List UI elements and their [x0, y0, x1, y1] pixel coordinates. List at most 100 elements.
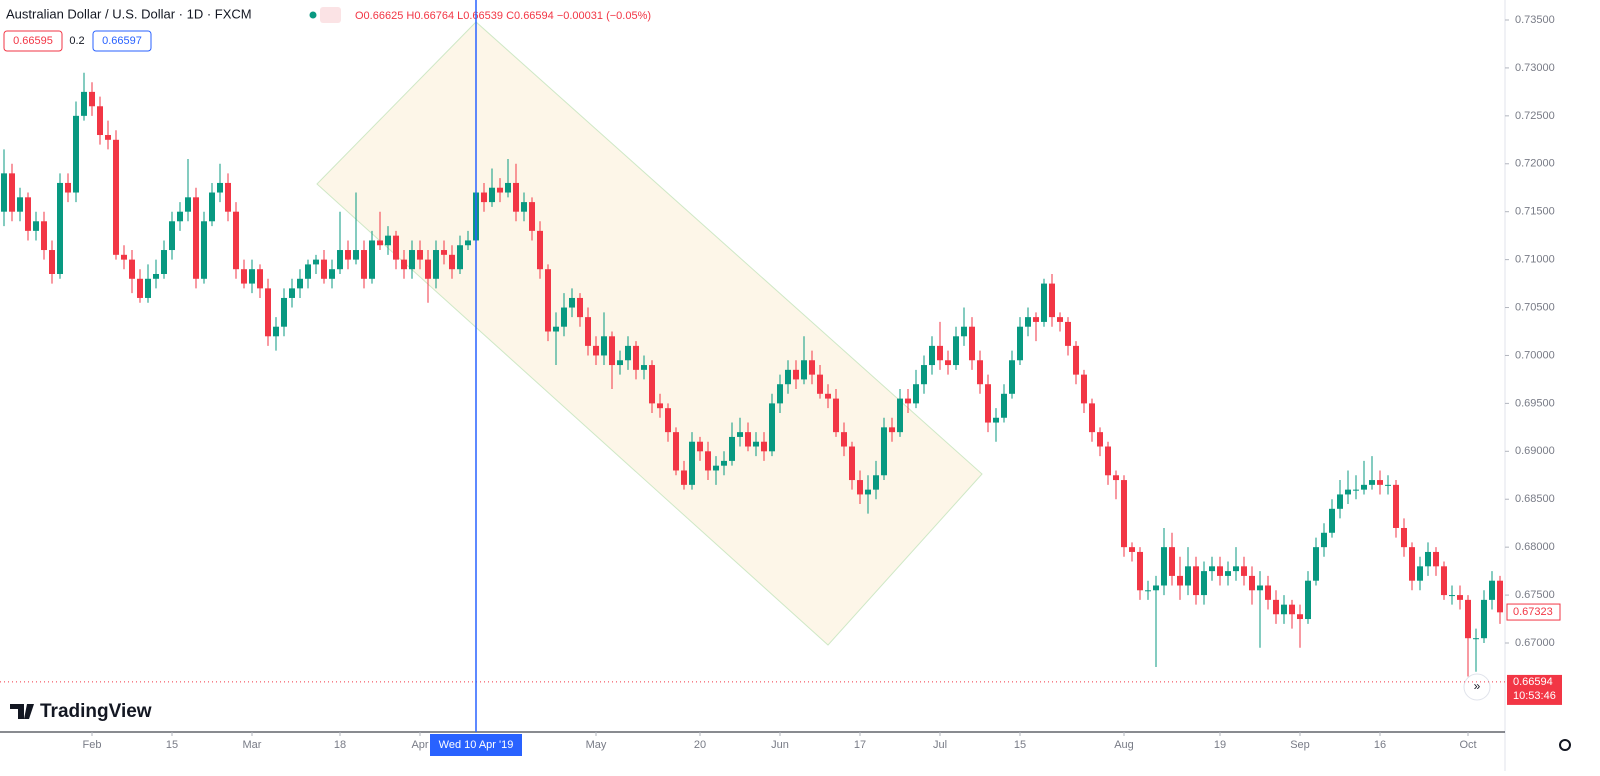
candle-body — [345, 250, 351, 260]
candle-body — [121, 254, 127, 260]
candle-body — [849, 446, 855, 481]
candle-body — [185, 197, 191, 212]
candle-body — [889, 427, 895, 433]
candle-body — [681, 470, 687, 485]
settings-icon[interactable] — [1559, 739, 1571, 751]
candle-body — [1001, 393, 1007, 418]
sell-price[interactable]: 0.66595 — [13, 35, 53, 47]
candle-body — [1241, 566, 1247, 576]
candle-body — [1073, 345, 1079, 375]
candle-body — [17, 197, 23, 212]
buy-price[interactable]: 0.66597 — [102, 35, 142, 47]
candle-body — [49, 250, 55, 274]
candle-body — [1249, 575, 1255, 591]
candle-body — [1481, 599, 1487, 639]
time-tick-label: 15 — [1014, 739, 1026, 751]
candle-body — [321, 259, 327, 279]
candle-body — [57, 182, 63, 274]
logo-text: TradingView — [40, 701, 152, 722]
candle-body — [857, 480, 863, 495]
candle-body — [81, 91, 87, 116]
price-tick-label: 0.68000 — [1515, 541, 1555, 553]
time-tick-label: Jun — [771, 739, 789, 751]
scroll-button[interactable] — [1463, 673, 1491, 701]
candle-body — [1185, 566, 1191, 586]
candle-body — [1385, 484, 1391, 486]
candle-body — [593, 345, 599, 356]
candle-body — [313, 259, 319, 265]
price-tick-label: 0.72000 — [1515, 158, 1555, 170]
candle-body — [529, 202, 535, 231]
candle-body — [953, 336, 959, 366]
scroll-icon[interactable]: » — [1474, 679, 1481, 693]
candle-body — [385, 235, 391, 246]
candle-body — [1113, 475, 1119, 481]
candle-body — [129, 259, 135, 279]
candle-body — [625, 345, 631, 361]
candle-body — [193, 197, 199, 279]
candle-body — [1265, 585, 1271, 600]
candle-body — [729, 436, 735, 461]
candle-body — [89, 91, 95, 107]
candle-body — [673, 432, 679, 471]
candle-body — [977, 360, 983, 385]
candle-body — [169, 221, 175, 251]
candle-body — [657, 403, 663, 409]
candle-body — [73, 115, 79, 193]
candle-body — [417, 250, 423, 260]
candle-body — [1169, 547, 1175, 576]
candle-body — [1081, 374, 1087, 404]
candle-body — [921, 365, 927, 385]
candle-body — [1353, 489, 1359, 491]
candle-body — [305, 264, 311, 279]
time-tick-label: 16 — [1374, 739, 1386, 751]
candle-body — [561, 307, 567, 327]
candle-body — [761, 441, 767, 452]
candle-body — [545, 269, 551, 332]
candle-body — [513, 182, 519, 212]
candle-body — [497, 187, 503, 193]
candle-body — [281, 297, 287, 327]
candle-body — [1225, 571, 1231, 576]
candle-body — [409, 250, 415, 270]
candle-body — [65, 182, 71, 193]
buy-box[interactable] — [92, 30, 152, 52]
candle-body — [1089, 403, 1095, 433]
ohlc-values: O0.66625 H0.66764 L0.66539 C0.66594 −0.0… — [355, 10, 651, 22]
candle-body — [1033, 317, 1039, 322]
candle-body — [793, 369, 799, 380]
candle-body — [753, 441, 759, 447]
candle-body — [1049, 283, 1055, 318]
candle-body — [337, 250, 343, 270]
candle-body — [153, 273, 159, 279]
logo-icon — [10, 704, 34, 719]
candle-body — [801, 360, 807, 380]
candle-body — [25, 197, 31, 231]
sell-box[interactable] — [3, 30, 63, 52]
candle-body — [1321, 532, 1327, 548]
price-tick-label: 0.73500 — [1515, 14, 1555, 26]
candle-body — [1, 173, 7, 212]
candle-body — [489, 187, 495, 203]
candle-body — [633, 345, 639, 370]
candle-body — [1305, 580, 1311, 620]
time-tick-label: Apr — [411, 739, 428, 751]
candle-body — [1217, 566, 1223, 576]
candle-body — [1041, 283, 1047, 322]
candle-body — [1097, 432, 1103, 447]
candle-body — [1377, 480, 1383, 485]
candle-body — [777, 384, 783, 404]
candle-body — [841, 432, 847, 447]
candle-body — [201, 221, 207, 279]
time-tick-label: 17 — [854, 739, 866, 751]
candle-body — [1465, 599, 1471, 639]
candle-body — [785, 369, 791, 385]
candle-body — [833, 398, 839, 433]
symbol-title: Australian Dollar / U.S. Dollar · 1D · F… — [6, 6, 252, 21]
candle-body — [97, 106, 103, 136]
status-badge — [320, 7, 341, 23]
candle-body — [577, 297, 583, 318]
candle-body — [809, 360, 815, 375]
price-tick-label: 0.70000 — [1515, 349, 1555, 361]
price-tick-label: 0.69000 — [1515, 445, 1555, 457]
